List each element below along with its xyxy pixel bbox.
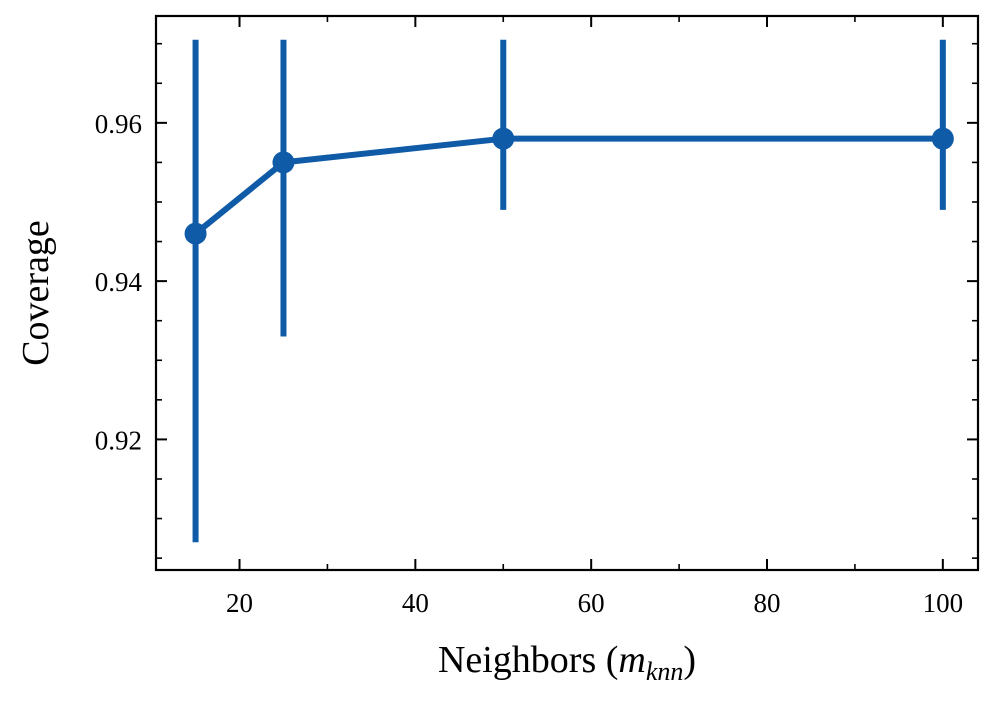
ticks-layer: 20 40 60 80 100 0.92 0.94 0.96 xyxy=(95,16,978,618)
x-tick-label: 100 xyxy=(923,588,964,618)
x-axis-label-prefix: Neighbors ( xyxy=(438,639,618,681)
y-axis-label: Coverage xyxy=(15,220,57,366)
y-tick-label: 0.94 xyxy=(95,267,143,297)
data-point xyxy=(931,127,954,150)
plot-frame xyxy=(154,14,980,572)
x-tick-label: 20 xyxy=(226,588,253,618)
series-line xyxy=(193,135,943,236)
data-point xyxy=(492,127,515,150)
series-layer xyxy=(184,39,954,543)
data-point xyxy=(272,151,295,174)
y-tick-label: 0.92 xyxy=(95,425,142,455)
data-point xyxy=(184,222,207,245)
x-tick-label: 40 xyxy=(402,588,429,618)
x-tick-label: 80 xyxy=(754,588,781,618)
y-tick-label: 0.96 xyxy=(95,109,142,139)
x-tick-label: 60 xyxy=(578,588,605,618)
x-axis-label-subscript: knn xyxy=(646,657,684,686)
x-axis-label: Neighbors (mknn) xyxy=(438,639,696,686)
x-axis-label-variable: m xyxy=(618,639,645,681)
x-axis-label-suffix: ) xyxy=(683,639,696,681)
